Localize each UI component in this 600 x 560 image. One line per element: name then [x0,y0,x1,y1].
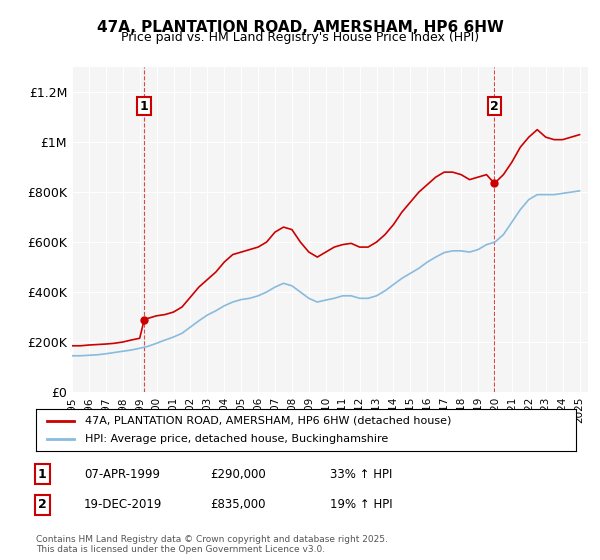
Text: 19% ↑ HPI: 19% ↑ HPI [330,498,392,511]
Text: 47A, PLANTATION ROAD, AMERSHAM, HP6 6HW (detached house): 47A, PLANTATION ROAD, AMERSHAM, HP6 6HW … [85,416,451,426]
Text: £835,000: £835,000 [210,498,265,511]
Text: 1: 1 [38,468,46,480]
Text: 19-DEC-2019: 19-DEC-2019 [84,498,163,511]
Text: Contains HM Land Registry data © Crown copyright and database right 2025.
This d: Contains HM Land Registry data © Crown c… [36,535,388,554]
Text: 1: 1 [140,100,149,113]
Text: 07-APR-1999: 07-APR-1999 [84,468,160,480]
Text: £290,000: £290,000 [210,468,266,480]
Text: Price paid vs. HM Land Registry's House Price Index (HPI): Price paid vs. HM Land Registry's House … [121,31,479,44]
Text: 47A, PLANTATION ROAD, AMERSHAM, HP6 6HW: 47A, PLANTATION ROAD, AMERSHAM, HP6 6HW [97,20,503,35]
Text: 2: 2 [490,100,499,113]
Text: 33% ↑ HPI: 33% ↑ HPI [330,468,392,480]
Text: HPI: Average price, detached house, Buckinghamshire: HPI: Average price, detached house, Buck… [85,434,388,444]
Text: 2: 2 [38,498,46,511]
